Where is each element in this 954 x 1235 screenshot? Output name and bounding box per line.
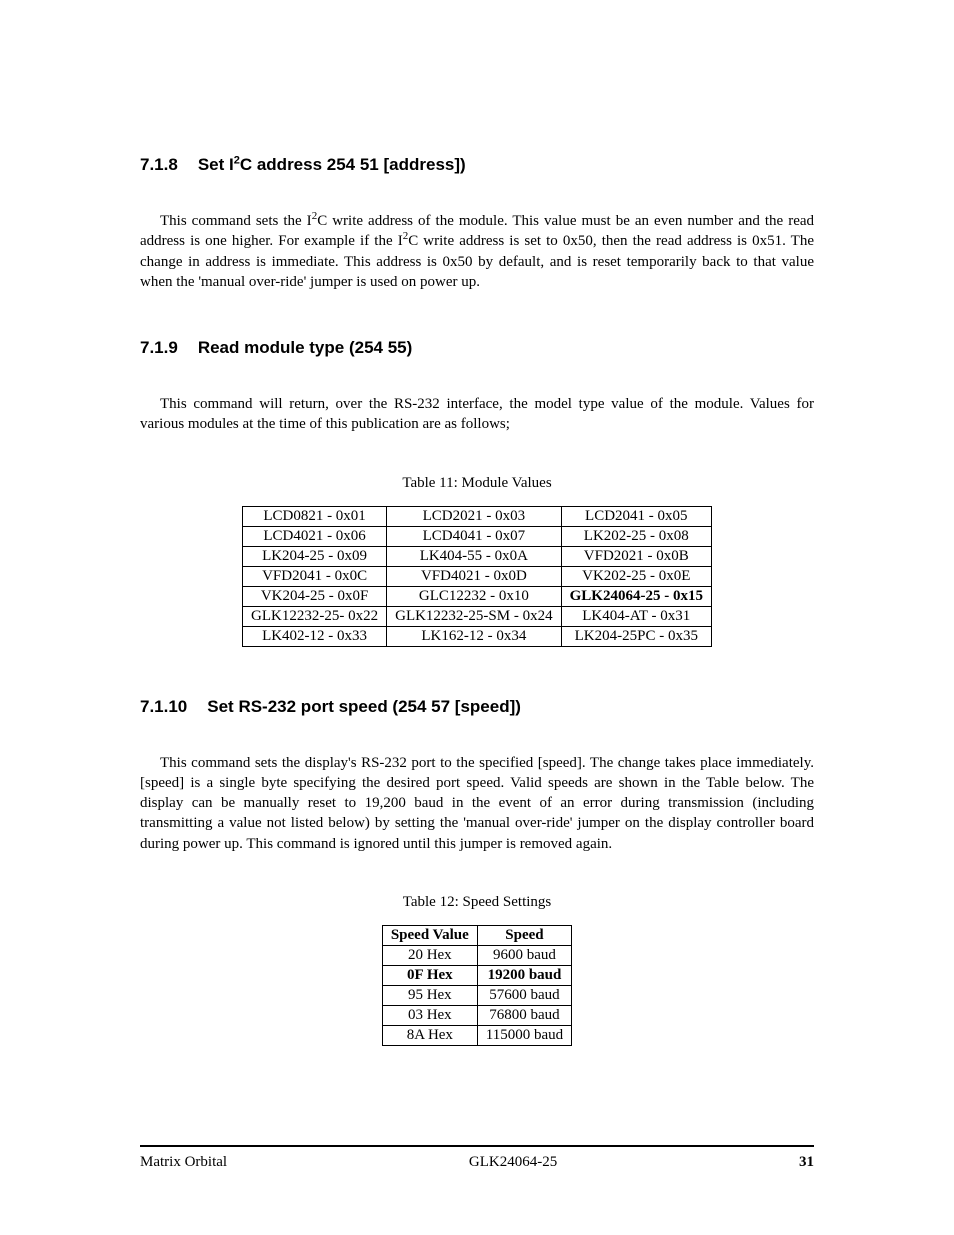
footer-left: Matrix Orbital [140,1154,227,1171]
table-cell: GLC12232 - 0x10 [387,586,562,606]
section-heading: 7.1.10 Set RS-232 port speed (254 57 [spe… [140,697,814,717]
footer-page-number: 31 [799,1154,814,1171]
table-row: GLK12232-25- 0x22GLK12232-25-SM - 0x24LK… [243,606,712,626]
section-body: This command sets the display's RS-232 p… [140,753,814,854]
table-cell: 57600 baud [477,985,571,1005]
table-row: LCD0821 - 0x01LCD2021 - 0x03LCD2041 - 0x… [243,506,712,526]
section-number: 7.1.9 [140,338,178,358]
page-footer: Matrix Orbital GLK24064-25 31 [140,1154,814,1171]
table-cell: 20 Hex [382,945,477,965]
table-cell: VFD2021 - 0x0B [561,546,711,566]
table-cell: 03 Hex [382,1005,477,1025]
table-cell: LCD2041 - 0x05 [561,506,711,526]
table-cell: 76800 baud [477,1005,571,1025]
table-cell: LCD2021 - 0x03 [387,506,562,526]
table-cell: VFD2041 - 0x0C [243,566,387,586]
table-row: 20 Hex9600 baud [382,945,571,965]
table-cell: LK402-12 - 0x33 [243,626,387,646]
table-cell: GLK12232-25-SM - 0x24 [387,606,562,626]
section-7-1-8: 7.1.8 Set I2C address 254 51 [address]) T… [140,155,814,292]
table-cell: LCD4041 - 0x07 [387,526,562,546]
table-cell: 0F Hex [382,965,477,985]
table-cell: LK202-25 - 0x08 [561,526,711,546]
table-row: LCD4021 - 0x06LCD4041 - 0x07LK202-25 - 0… [243,526,712,546]
table-cell: LCD4021 - 0x06 [243,526,387,546]
table-row: VFD2041 - 0x0CVFD4021 - 0x0DVK202-25 - 0… [243,566,712,586]
section-number: 7.1.10 [140,697,187,717]
table-cell: 9600 baud [477,945,571,965]
section-title: Read module type (254 55) [198,338,412,357]
table-cell: VK202-25 - 0x0E [561,566,711,586]
table-speed-settings: Speed Value Speed 20 Hex9600 baud0F Hex1… [140,925,814,1046]
table-cell: VFD4021 - 0x0D [387,566,562,586]
section-title: Set I2C address 254 51 [address]) [198,155,466,174]
section-7-1-10: 7.1.10 Set RS-232 port speed (254 57 [spe… [140,697,814,1046]
footer-center: GLK24064-25 [469,1154,557,1171]
table-row: VK204-25 - 0x0FGLC12232 - 0x10GLK24064-2… [243,586,712,606]
section-heading: 7.1.8 Set I2C address 254 51 [address]) [140,155,814,175]
table-cell: LCD0821 - 0x01 [243,506,387,526]
table-cell: 19200 baud [477,965,571,985]
footer-rule [140,1145,814,1147]
table-cell: VK204-25 - 0x0F [243,586,387,606]
section-7-1-9: 7.1.9 Read module type (254 55) This comm… [140,338,814,647]
table-caption: Table 11: Module Values [140,475,814,492]
table-cell: LK162-12 - 0x34 [387,626,562,646]
table-cell: LK404-AT - 0x31 [561,606,711,626]
table-row: 03 Hex76800 baud [382,1005,571,1025]
section-body: This command will return, over the RS-23… [140,394,814,435]
table-row: 0F Hex19200 baud [382,965,571,985]
section-number: 7.1.8 [140,155,178,175]
table-caption: Table 12: Speed Settings [140,894,814,911]
table-header: Speed [477,925,571,945]
section-body: This command sets the I2C write address … [140,211,814,292]
table-header: Speed Value [382,925,477,945]
table-cell: LK204-25 - 0x09 [243,546,387,566]
table-row: 95 Hex57600 baud [382,985,571,1005]
table-cell: LK404-55 - 0x0A [387,546,562,566]
page: 7.1.8 Set I2C address 254 51 [address]) T… [0,0,954,1235]
table-module-values: LCD0821 - 0x01LCD2021 - 0x03LCD2041 - 0x… [140,506,814,647]
table-cell: GLK12232-25- 0x22 [243,606,387,626]
section-heading: 7.1.9 Read module type (254 55) [140,338,814,358]
table-cell: GLK24064-25 - 0x15 [561,586,711,606]
speed-settings-table: Speed Value Speed 20 Hex9600 baud0F Hex1… [382,925,572,1046]
table-row: LK402-12 - 0x33LK162-12 - 0x34LK204-25PC… [243,626,712,646]
table-cell: 8A Hex [382,1025,477,1045]
table-cell: 115000 baud [477,1025,571,1045]
table-cell: 95 Hex [382,985,477,1005]
section-title: Set RS-232 port speed (254 57 [speed]) [207,697,521,716]
table-header-row: Speed Value Speed [382,925,571,945]
table-row: LK204-25 - 0x09LK404-55 - 0x0AVFD2021 - … [243,546,712,566]
module-values-table: LCD0821 - 0x01LCD2021 - 0x03LCD2041 - 0x… [242,506,712,647]
table-cell: LK204-25PC - 0x35 [561,626,711,646]
table-row: 8A Hex115000 baud [382,1025,571,1045]
